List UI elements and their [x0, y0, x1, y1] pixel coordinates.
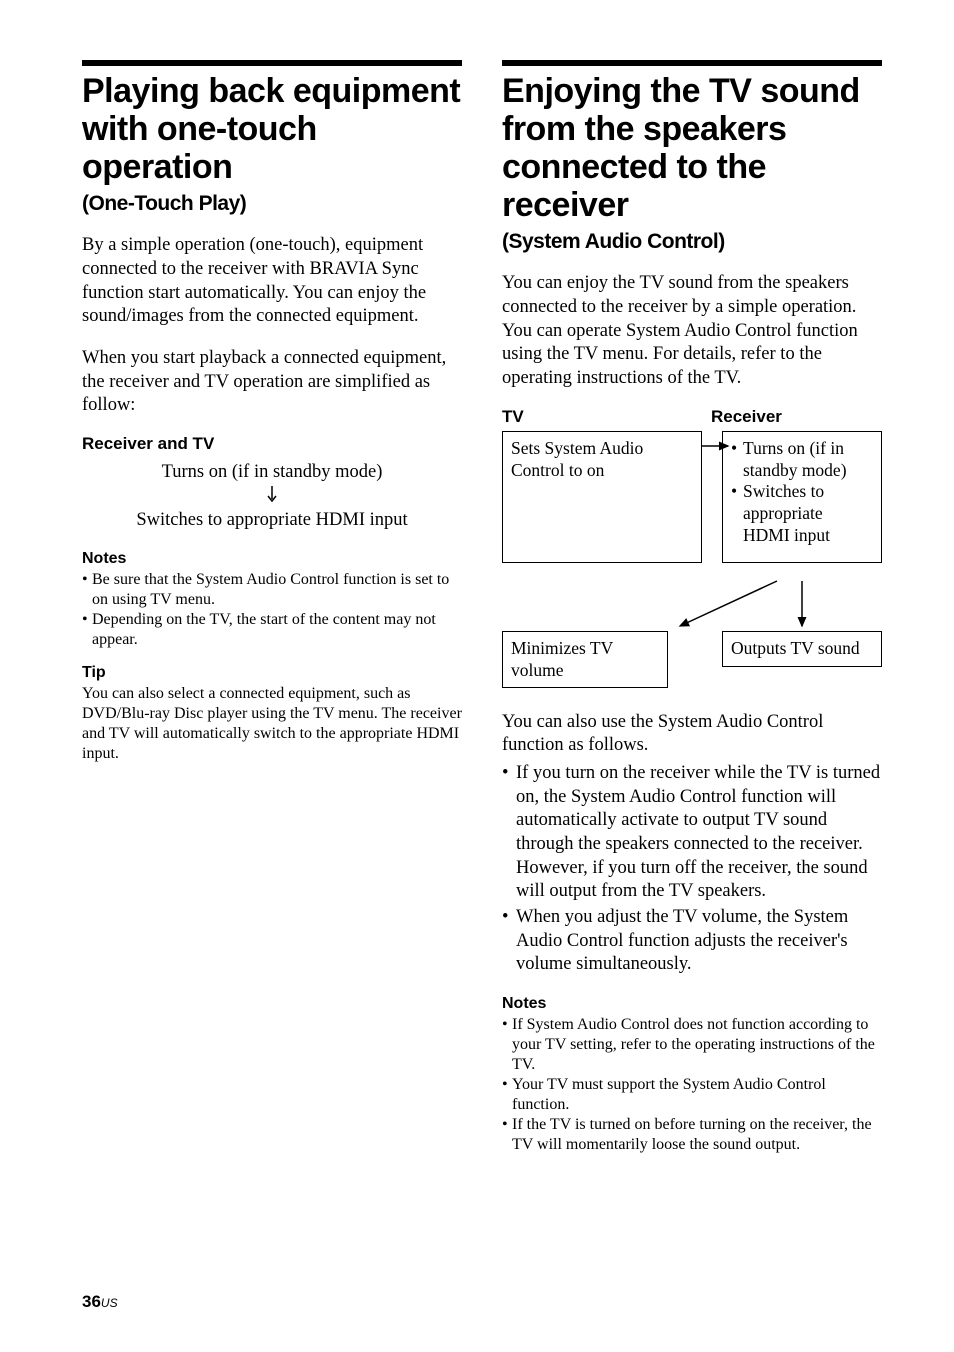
title-rule-left	[82, 60, 462, 66]
flow-label: Receiver and TV	[82, 434, 462, 454]
left-title-line2: with one-touch operation	[82, 110, 317, 186]
page-number-suffix: US	[101, 1296, 118, 1310]
left-notes-list: Be sure that the System Audio Control fu…	[82, 570, 462, 650]
page-number-value: 36	[82, 1292, 101, 1311]
right-bullet-item: When you adjust the TV volume, the Syste…	[502, 906, 882, 977]
right-notes-label: Notes	[502, 995, 882, 1013]
right-para1: You can enjoy the TV sound from the spea…	[502, 272, 882, 319]
diagram-box-tv-text: Sets System Audio Control to on	[511, 438, 643, 480]
flow-diagram-left: Turns on (if in standby mode) Switches t…	[82, 460, 462, 532]
diagram-header-receiver: Receiver	[711, 407, 882, 427]
title-rule-right	[502, 60, 882, 66]
left-subtitle: (One-Touch Play)	[82, 192, 462, 216]
right-para3: You can also use the System Audio Contro…	[502, 711, 882, 758]
left-column: Playing back equipment with one-touch op…	[82, 60, 462, 1155]
left-para2: When you start playback a connected equi…	[82, 347, 462, 418]
diagram-box-output-text: Outputs TV sound	[731, 638, 860, 658]
left-para1: By a simple operation (one-touch), equip…	[82, 234, 462, 329]
right-para2: You can operate System Audio Control fun…	[502, 320, 882, 391]
diagram-box-output: Outputs TV sound	[722, 631, 882, 667]
diagram-receiver-item1: Turns on (if in standby mode)	[731, 438, 873, 482]
right-title-line1: Enjoying the TV sound	[502, 72, 860, 110]
left-title: Playing back equipment with one-touch op…	[82, 72, 462, 186]
system-audio-diagram: Sets System Audio Control to on Turns on…	[502, 431, 882, 701]
down-arrow-icon	[82, 484, 462, 508]
page-columns: Playing back equipment with one-touch op…	[82, 60, 882, 1155]
diagram-receiver-item2: Switches to appropriate HDMI input	[731, 481, 873, 547]
left-note-item: Depending on the TV, the start of the co…	[82, 610, 462, 650]
right-note-item: If the TV is turned on before turning on…	[502, 1115, 882, 1155]
right-column: Enjoying the TV sound from the speakers …	[502, 60, 882, 1155]
right-subtitle: (System Audio Control)	[502, 230, 882, 254]
right-title: Enjoying the TV sound from the speakers …	[502, 72, 882, 224]
diagram-box-minimize: Minimizes TV volume	[502, 631, 668, 689]
right-title-line3: connected to the receiver	[502, 148, 766, 224]
diagram-box-tv: Sets System Audio Control to on	[502, 431, 702, 563]
left-notes-label: Notes	[82, 550, 462, 568]
right-note-item: If System Audio Control does not functio…	[502, 1015, 882, 1075]
left-note-item: Be sure that the System Audio Control fu…	[82, 570, 462, 610]
diagram-box-minimize-text: Minimizes TV volume	[511, 638, 613, 680]
flow-step-1: Turns on (if in standby mode)	[82, 460, 462, 484]
left-tip-text: You can also select a connected equipmen…	[82, 684, 462, 764]
right-bullets: If you turn on the receiver while the TV…	[502, 762, 882, 977]
right-bullet-item: If you turn on the receiver while the TV…	[502, 762, 882, 904]
right-note-item: Your TV must support the System Audio Co…	[502, 1075, 882, 1115]
right-notes-list: If System Audio Control does not functio…	[502, 1015, 882, 1155]
diagram-box-receiver: Turns on (if in standby mode) Switches t…	[722, 431, 882, 563]
diagram-header: TV Receiver	[502, 407, 882, 427]
left-tip-label: Tip	[82, 664, 462, 682]
page-number: 36US	[82, 1292, 118, 1312]
flow-step-2: Switches to appropriate HDMI input	[82, 508, 462, 532]
diagram-header-tv: TV	[502, 407, 711, 427]
left-title-line1: Playing back equipment	[82, 72, 460, 110]
right-title-line2: from the speakers	[502, 110, 786, 148]
